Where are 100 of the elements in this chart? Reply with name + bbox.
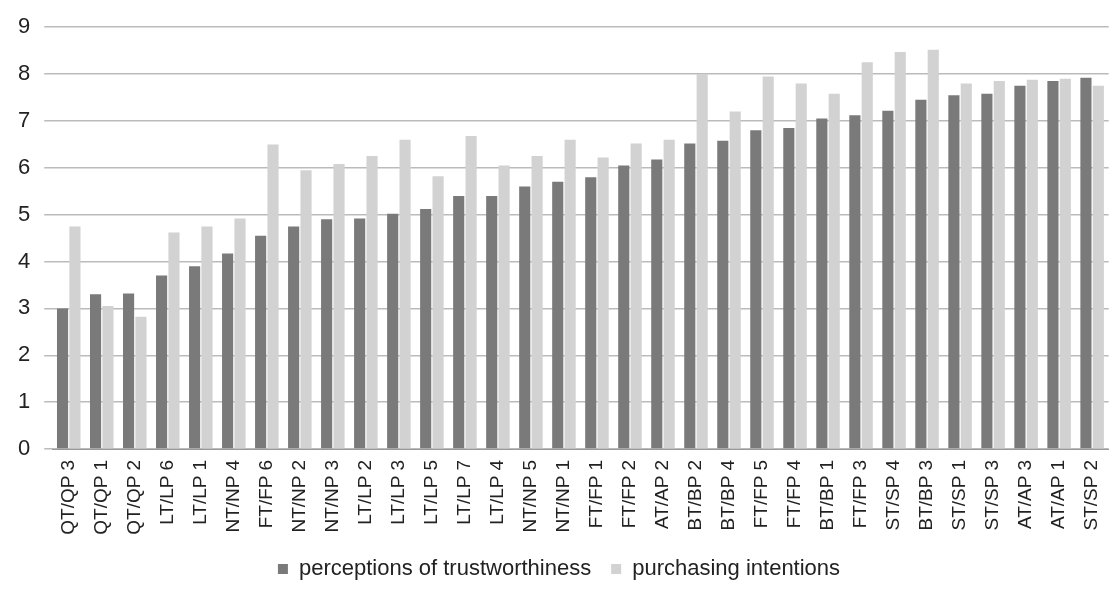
bar bbox=[387, 213, 399, 449]
bar bbox=[960, 83, 972, 449]
bar bbox=[222, 253, 234, 449]
bar bbox=[696, 74, 708, 449]
x-tick-label: AT/AP 3 bbox=[1014, 460, 1036, 530]
bar bbox=[783, 127, 795, 449]
bar bbox=[56, 308, 69, 449]
bar bbox=[1014, 85, 1026, 449]
bar bbox=[651, 159, 663, 449]
bar bbox=[630, 143, 642, 449]
bar bbox=[894, 52, 906, 449]
bar bbox=[531, 156, 543, 449]
y-tick-label: 4 bbox=[17, 247, 31, 273]
bar bbox=[981, 93, 993, 449]
bar bbox=[750, 130, 762, 449]
bar bbox=[1026, 79, 1038, 449]
bar bbox=[816, 118, 828, 449]
bar bbox=[795, 83, 807, 449]
bar bbox=[156, 275, 168, 449]
y-tick-label: 8 bbox=[17, 60, 31, 86]
bar bbox=[1080, 77, 1092, 449]
x-tick-label: ST/SP 4 bbox=[882, 459, 904, 531]
x-tick-label: ST/SP 3 bbox=[981, 460, 1003, 531]
x-tick-label: AT/AP 2 bbox=[651, 460, 673, 530]
bar bbox=[1059, 78, 1071, 449]
x-tick-label: QT/QP 2 bbox=[123, 460, 144, 535]
bar bbox=[498, 165, 510, 449]
bar bbox=[882, 110, 894, 449]
bar bbox=[684, 143, 696, 449]
bar bbox=[948, 95, 960, 449]
y-tick-label: 2 bbox=[17, 341, 31, 367]
bar bbox=[321, 219, 333, 449]
x-tick-label: NT/NP 3 bbox=[321, 460, 343, 533]
bar bbox=[102, 306, 114, 449]
bar bbox=[993, 81, 1005, 449]
bar bbox=[420, 209, 432, 449]
x-tick-label: LT/LP 2 bbox=[354, 460, 376, 525]
x-tick-label: FT/FP 6 bbox=[255, 460, 277, 529]
x-tick-label: FT/FP 4 bbox=[783, 459, 805, 529]
x-tick-label: ST/SP 1 bbox=[948, 460, 970, 531]
bar bbox=[288, 226, 300, 449]
bar bbox=[69, 226, 81, 449]
x-tick-label: LT/LP 6 bbox=[156, 460, 178, 525]
x-tick-label: FT/FP 5 bbox=[750, 460, 772, 529]
x-tick-label: FT/FP 1 bbox=[585, 460, 607, 529]
x-tick-label: LT/LP 4 bbox=[486, 459, 508, 525]
bar bbox=[663, 139, 675, 449]
bar bbox=[366, 156, 378, 449]
y-tick-label: 5 bbox=[17, 200, 31, 226]
bar bbox=[618, 165, 630, 449]
bar bbox=[399, 139, 411, 449]
x-tick-label: QT/QP 3 bbox=[56, 460, 78, 535]
legend-label: purchasing intentions bbox=[632, 555, 841, 581]
bar bbox=[927, 49, 939, 449]
x-tick-label: NT/NP 1 bbox=[552, 460, 574, 533]
x-tick-label: FT/FP 2 bbox=[618, 460, 640, 529]
bar bbox=[453, 195, 465, 449]
bar bbox=[267, 144, 279, 449]
bar bbox=[300, 170, 312, 449]
legend-label: perceptions of trustworthiness bbox=[298, 555, 592, 581]
bar bbox=[585, 177, 597, 449]
x-tick-label: ST/SP 2 bbox=[1080, 460, 1102, 531]
bar bbox=[354, 218, 366, 449]
x-tick-label: LT/LP 3 bbox=[387, 460, 409, 525]
bar bbox=[1047, 81, 1059, 449]
x-tick-label: BT/BP 2 bbox=[684, 460, 706, 531]
bar bbox=[915, 99, 927, 449]
x-tick-label: LT/LP 1 bbox=[189, 460, 211, 525]
x-tick-label: BT/BP 1 bbox=[816, 460, 838, 531]
y-tick-label: 0 bbox=[17, 435, 31, 461]
x-tick-label: NT/NP 4 bbox=[222, 459, 244, 533]
bar bbox=[552, 181, 564, 449]
bar bbox=[201, 226, 213, 449]
x-tick-label: LT/LP 7 bbox=[453, 460, 475, 525]
y-tick-label: 6 bbox=[17, 153, 31, 179]
bar bbox=[519, 186, 531, 449]
bar bbox=[828, 93, 840, 449]
y-tick-label: 9 bbox=[17, 13, 31, 39]
bar bbox=[89, 294, 102, 449]
bar bbox=[123, 293, 135, 449]
bar bbox=[849, 115, 861, 449]
bar bbox=[861, 62, 873, 449]
x-tick-label: NT/NP 2 bbox=[288, 460, 310, 533]
y-tick-label: 7 bbox=[17, 107, 31, 132]
bar bbox=[168, 232, 180, 449]
bar bbox=[1092, 85, 1104, 449]
bar bbox=[234, 218, 246, 449]
bar bbox=[729, 111, 741, 449]
bar bbox=[486, 195, 498, 449]
y-tick-label: 3 bbox=[17, 294, 31, 320]
bar bbox=[255, 235, 267, 449]
bar bbox=[717, 140, 729, 449]
bar bbox=[465, 135, 477, 449]
x-tick-label: BT/BP 3 bbox=[915, 460, 937, 531]
bar bbox=[189, 266, 201, 449]
x-tick-label: LT/LP 5 bbox=[420, 460, 442, 525]
x-tick-label: FT/FP 3 bbox=[849, 460, 871, 529]
x-tick-label: BT/BP 4 bbox=[717, 459, 739, 531]
x-tick-label: AT/AP 1 bbox=[1047, 460, 1069, 530]
bar bbox=[597, 157, 609, 449]
